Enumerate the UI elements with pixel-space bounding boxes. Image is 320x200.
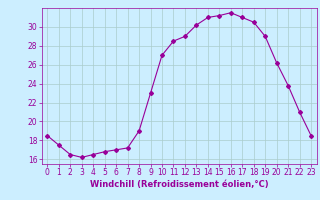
X-axis label: Windchill (Refroidissement éolien,°C): Windchill (Refroidissement éolien,°C) [90, 180, 268, 189]
